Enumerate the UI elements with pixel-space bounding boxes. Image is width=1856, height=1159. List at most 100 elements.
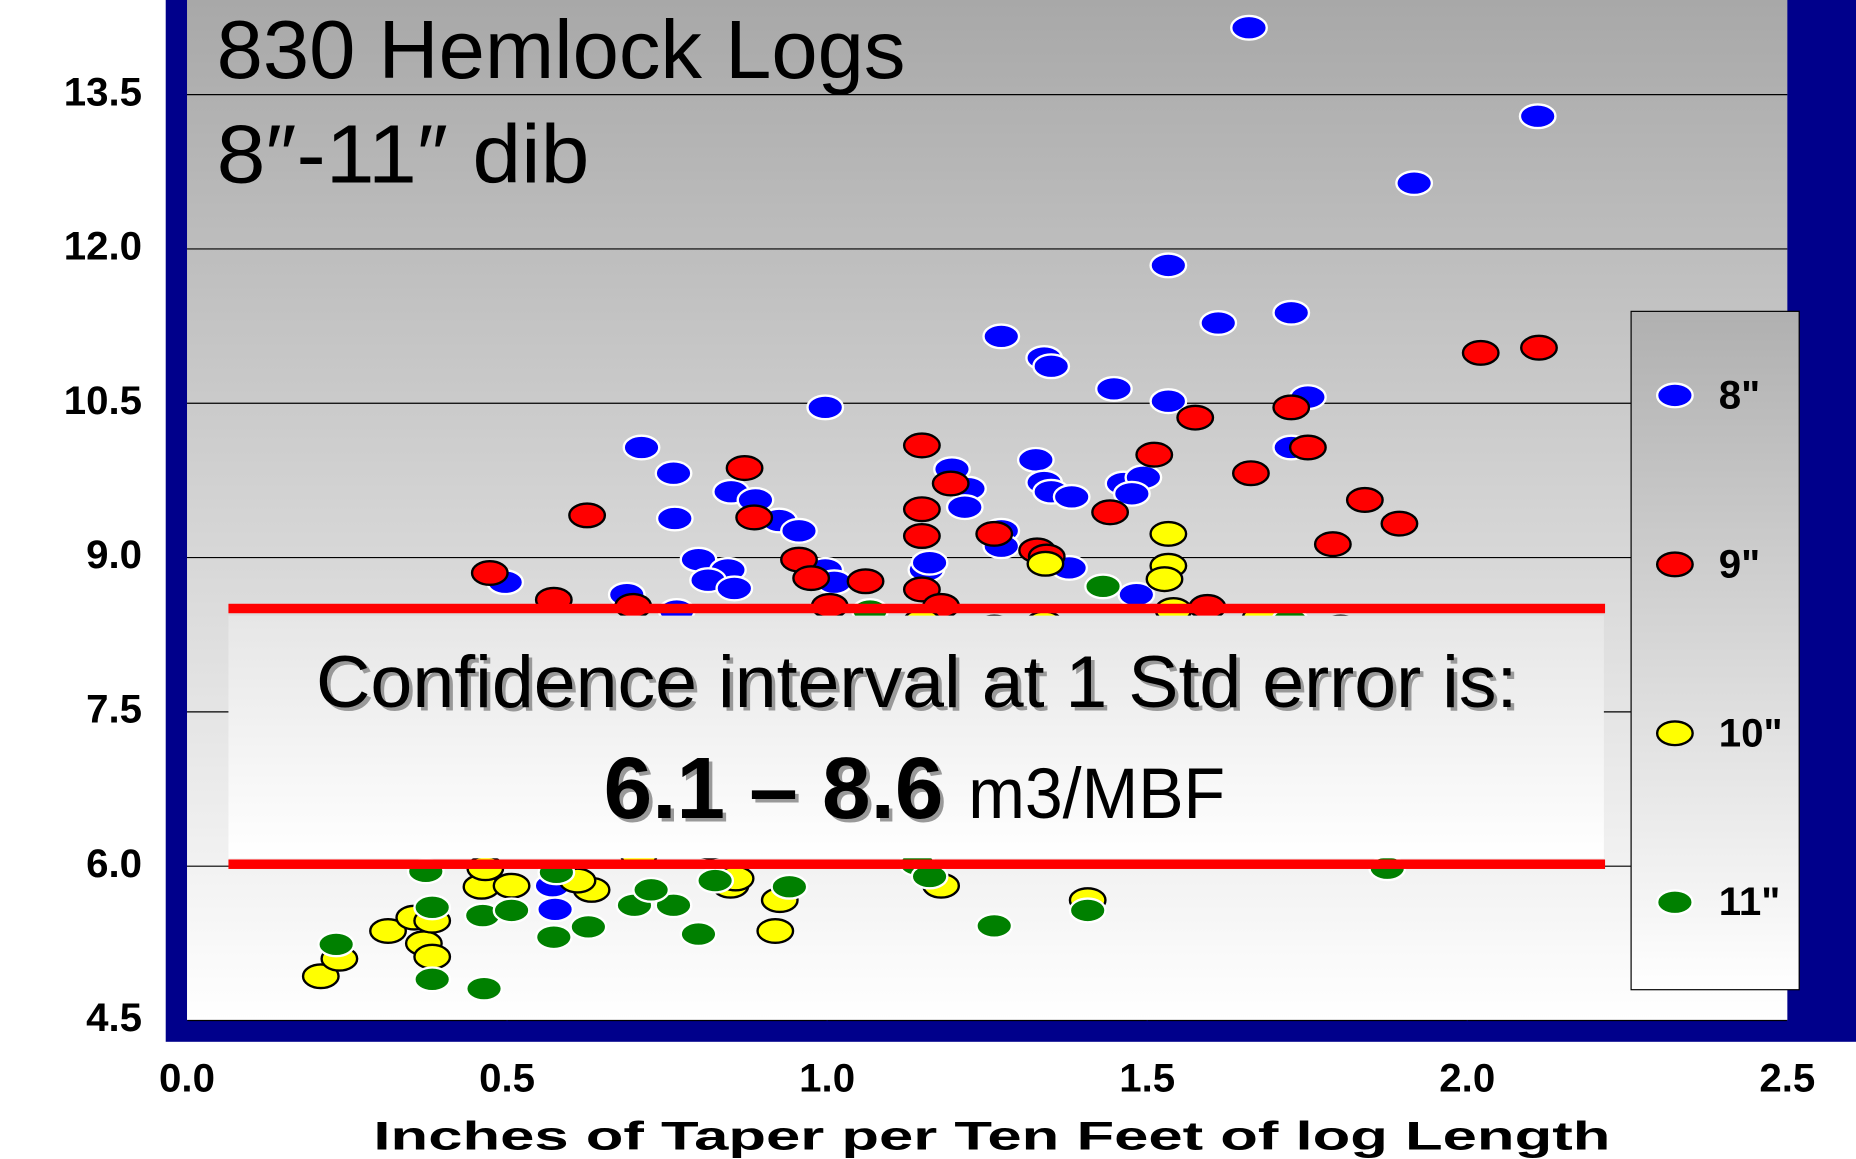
annotation-range-shadow: 6.1 – 8.6 [607, 743, 947, 841]
point [780, 517, 818, 544]
point [1313, 531, 1352, 558]
point [1395, 170, 1434, 197]
point [1380, 510, 1419, 537]
point [301, 963, 340, 990]
point [902, 432, 941, 459]
point [910, 549, 949, 576]
point [1091, 499, 1130, 526]
point [534, 924, 573, 951]
x-axis-title: Inches of Taper per Ten Feet of log Leng… [373, 1113, 1610, 1158]
point [725, 455, 764, 482]
chart-title: 830 Hemlock Logs [217, 3, 906, 96]
point [655, 505, 694, 532]
upper-interval-line [228, 603, 1606, 614]
x-tick-label: 1.0 [799, 1055, 855, 1100]
point [931, 470, 970, 497]
point [1176, 404, 1215, 431]
legend-label: 10" [1719, 710, 1783, 755]
legend: 8" 9" 10" 11" [1655, 372, 1783, 924]
y-tick-label: 10.5 [64, 378, 142, 423]
point [1094, 375, 1133, 402]
x-tick-label: 2.0 [1439, 1055, 1495, 1100]
point [975, 912, 1014, 939]
legend-label: 9" [1719, 541, 1760, 586]
point [1145, 566, 1184, 593]
point [1199, 309, 1238, 337]
point [1068, 897, 1107, 924]
y-tick-label: 9.0 [86, 532, 142, 577]
point [846, 568, 885, 595]
point [735, 504, 774, 531]
point [1149, 520, 1188, 547]
point [902, 522, 941, 549]
point [413, 943, 452, 970]
point [1149, 388, 1188, 415]
x-tick-label: 0.5 [479, 1055, 535, 1100]
point [756, 917, 795, 945]
legend-box [1630, 310, 1800, 991]
point [632, 876, 671, 903]
point [1230, 14, 1268, 41]
legend-label: 11" [1719, 879, 1781, 924]
annotation-unit: m3/MBF [968, 755, 1225, 834]
point [679, 921, 718, 948]
y-tick-label: 7.5 [86, 686, 142, 731]
point [369, 917, 407, 945]
y-tick-label: 12.0 [64, 224, 142, 269]
legend-marker [1655, 889, 1694, 916]
x-tick-label: 2.5 [1759, 1055, 1815, 1100]
point [806, 394, 845, 421]
point [1016, 446, 1055, 473]
point [536, 896, 575, 923]
y-tick-label: 6.0 [86, 841, 142, 886]
point [317, 931, 356, 958]
point [470, 559, 509, 587]
point [1288, 434, 1327, 461]
point [1149, 252, 1188, 279]
point [622, 434, 661, 461]
point [1026, 550, 1065, 577]
point [1052, 483, 1091, 510]
point [413, 966, 452, 993]
x-tick-label: 1.5 [1119, 1055, 1175, 1100]
point [1231, 460, 1270, 487]
point [902, 496, 941, 523]
annotation-box [228, 615, 1604, 859]
annotation-range: 6.1 – 8.6 [604, 739, 944, 837]
point [1112, 480, 1151, 507]
point [569, 913, 608, 940]
point [654, 460, 693, 487]
point [1084, 573, 1122, 600]
point [1518, 103, 1557, 130]
point [492, 872, 531, 899]
y-tick-label: 13.5 [64, 69, 142, 114]
point [945, 494, 984, 521]
lower-interval-line [228, 859, 1606, 869]
point [1520, 334, 1558, 361]
annotation-text: Confidence interval at 1 Std error is: [316, 641, 1517, 723]
point [568, 502, 607, 529]
point [1272, 394, 1311, 421]
point [792, 565, 831, 592]
point [975, 520, 1014, 547]
y-tick-label: 4.5 [86, 995, 142, 1040]
point [492, 897, 531, 924]
point [715, 575, 754, 602]
annotation-shadow: Confidence interval at 1 Std error is: [320, 644, 1521, 726]
legend-marker [1655, 720, 1694, 747]
point [696, 867, 735, 894]
point [465, 975, 503, 1002]
x-tick-label: 0.0 [159, 1055, 215, 1100]
point [1135, 441, 1174, 468]
point [413, 894, 452, 921]
point [770, 873, 809, 900]
point [1345, 486, 1384, 513]
legend-marker [1655, 382, 1694, 409]
legend-marker [1655, 551, 1694, 578]
point [1461, 339, 1500, 366]
point [654, 892, 693, 919]
point [982, 323, 1021, 350]
point [1032, 353, 1071, 380]
